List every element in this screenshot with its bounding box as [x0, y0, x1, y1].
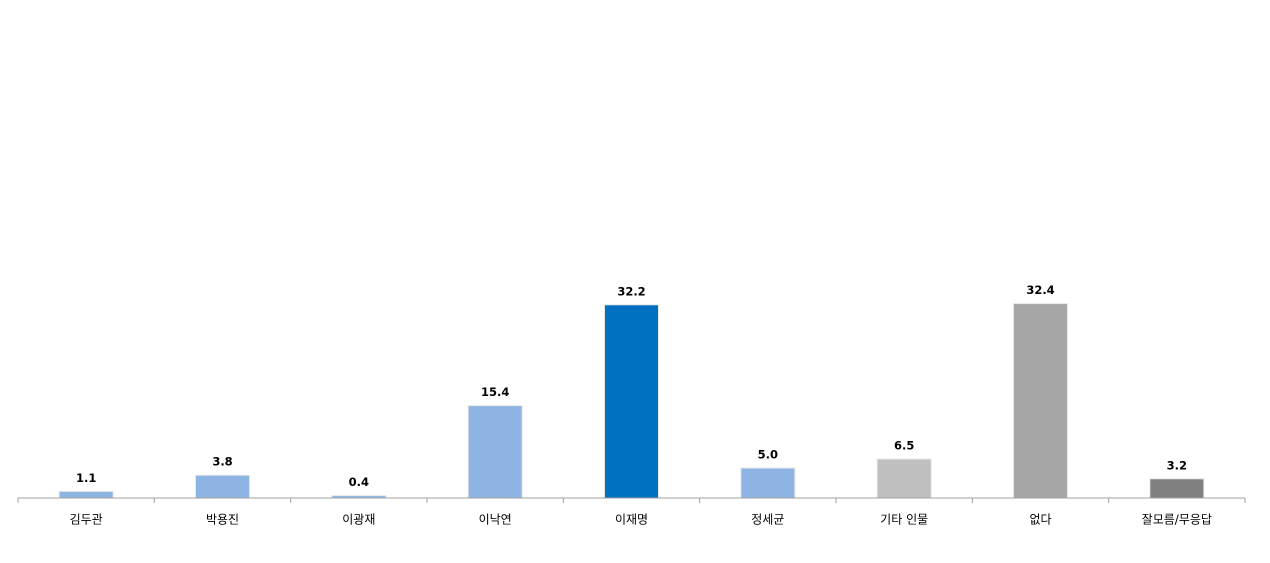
x-tick-label: 김두관	[70, 513, 103, 527]
value-label: 6.5	[894, 439, 914, 453]
x-tick-label: 기타 인물	[880, 513, 928, 527]
x-tick-label: 박용진	[206, 513, 239, 527]
bar	[58, 490, 114, 499]
value-label: 0.4	[349, 475, 369, 489]
value-label: 5.0	[758, 448, 778, 462]
value-label: 32.4	[1026, 283, 1054, 297]
value-label: 3.8	[212, 455, 232, 469]
x-tick-label: 이낙연	[479, 513, 512, 527]
x-tick-label: 없다	[1029, 513, 1051, 527]
x-tick-label: 잘모름/무응답	[1142, 513, 1212, 527]
value-label: 1.1	[76, 471, 96, 485]
bar	[195, 474, 250, 499]
bar	[876, 458, 932, 499]
x-tick-label: 정세균	[751, 513, 784, 527]
bar	[1013, 303, 1068, 499]
bar	[604, 304, 659, 499]
value-label: 32.2	[617, 284, 645, 298]
bar	[1149, 478, 1205, 499]
x-tick-label: 이재명	[615, 513, 648, 527]
bar	[467, 405, 523, 499]
bar	[740, 467, 796, 499]
x-tick-label: 이광재	[342, 513, 375, 527]
value-label: 15.4	[481, 385, 509, 399]
value-label: 3.2	[1167, 458, 1187, 472]
